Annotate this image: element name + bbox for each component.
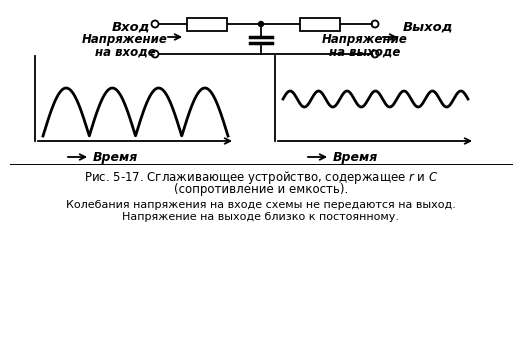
Text: Напряжение: Напряжение [322,33,408,47]
Text: Время: Время [333,150,378,163]
Text: Время: Время [93,150,138,163]
Text: Колебания напряжения на входе схемы не передаются на выход.: Колебания напряжения на входе схемы не п… [66,200,456,210]
Bar [300,18,340,31]
Text: Напряжение на выходе близко к постоянному.: Напряжение на выходе близко к постоянном… [123,212,399,222]
Circle shape [258,22,264,27]
Text: Выход: Выход [403,20,454,33]
Text: на выходе: на выходе [329,46,401,59]
Text: Напряжение: Напряжение [82,33,168,47]
Text: на входе: на входе [94,46,156,59]
Bar [187,18,227,31]
Text: Вход: Вход [112,20,150,33]
Text: Рис. 5-17. Сглаживающее устройство, содержащее $r$ и $C$: Рис. 5-17. Сглаживающее устройство, соде… [84,169,438,186]
Text: (сопротивление и емкость).: (сопротивление и емкость). [174,183,348,196]
